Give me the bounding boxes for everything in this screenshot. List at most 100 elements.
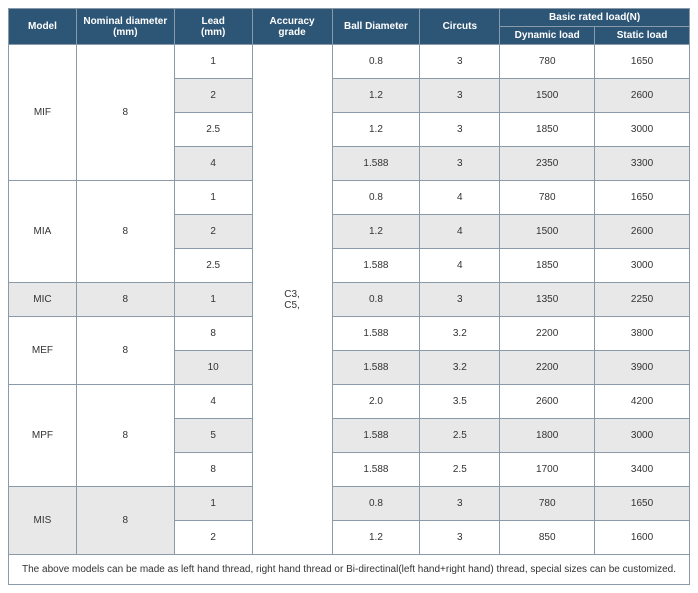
cell-dynamic: 2200 bbox=[500, 317, 595, 351]
cell-dynamic: 850 bbox=[500, 521, 595, 555]
cell-nominal: 8 bbox=[76, 181, 174, 283]
cell-static: 3300 bbox=[595, 147, 690, 181]
th-accuracy: Accuracy grade bbox=[252, 9, 332, 45]
cell-circuits: 2.5 bbox=[420, 419, 500, 453]
cell-circuits: 3 bbox=[420, 147, 500, 181]
cell-ball: 1.588 bbox=[332, 249, 420, 283]
cell-nominal: 8 bbox=[76, 487, 174, 555]
cell-static: 3900 bbox=[595, 351, 690, 385]
cell-lead: 1 bbox=[174, 45, 252, 79]
cell-ball: 0.8 bbox=[332, 181, 420, 215]
cell-static: 1600 bbox=[595, 521, 690, 555]
cell-lead: 2.5 bbox=[174, 113, 252, 147]
cell-dynamic: 1700 bbox=[500, 453, 595, 487]
cell-dynamic: 780 bbox=[500, 181, 595, 215]
cell-lead: 1 bbox=[174, 487, 252, 521]
cell-circuits: 4 bbox=[420, 181, 500, 215]
cell-dynamic: 2200 bbox=[500, 351, 595, 385]
th-ball: Ball Diameter bbox=[332, 9, 420, 45]
cell-static: 3800 bbox=[595, 317, 690, 351]
th-nominal: Nominal diameter (mm) bbox=[76, 9, 174, 45]
cell-circuits: 3 bbox=[420, 45, 500, 79]
cell-model: MPF bbox=[9, 385, 77, 487]
cell-model: MIF bbox=[9, 45, 77, 181]
table-row: MIC81 0.8313502250 bbox=[9, 283, 690, 317]
cell-circuits: 3 bbox=[420, 487, 500, 521]
footer-note: The above models can be made as left han… bbox=[9, 555, 690, 585]
table-row: MIS810.837801650 bbox=[9, 487, 690, 521]
cell-static: 3000 bbox=[595, 113, 690, 147]
cell-lead: 2.5 bbox=[174, 249, 252, 283]
spec-table: Model Nominal diameter (mm) Lead (mm) Ac… bbox=[8, 8, 690, 585]
cell-static: 2600 bbox=[595, 215, 690, 249]
cell-circuits: 4 bbox=[420, 249, 500, 283]
cell-dynamic: 1350 bbox=[500, 283, 595, 317]
cell-lead: 10 bbox=[174, 351, 252, 385]
cell-ball: 1.588 bbox=[332, 147, 420, 181]
cell-lead: 4 bbox=[174, 147, 252, 181]
cell-static: 2600 bbox=[595, 79, 690, 113]
cell-lead: 5 bbox=[174, 419, 252, 453]
cell-dynamic: 780 bbox=[500, 45, 595, 79]
cell-ball: 1.2 bbox=[332, 215, 420, 249]
cell-lead: 8 bbox=[174, 317, 252, 351]
cell-ball: 0.8 bbox=[332, 487, 420, 521]
table-row: MEF881.5883.222003800 bbox=[9, 317, 690, 351]
th-dynamic: Dynamic load bbox=[500, 27, 595, 45]
cell-nominal: 8 bbox=[76, 45, 174, 181]
cell-nominal: 8 bbox=[76, 385, 174, 487]
cell-static: 2250 bbox=[595, 283, 690, 317]
cell-model: MIS bbox=[9, 487, 77, 555]
cell-lead: 2 bbox=[174, 79, 252, 113]
cell-dynamic: 1850 bbox=[500, 113, 595, 147]
cell-model: MEF bbox=[9, 317, 77, 385]
cell-ball: 0.8 bbox=[332, 283, 420, 317]
table-body: MIF81C3, C5,0.83780165021.23150026002.51… bbox=[9, 45, 690, 585]
cell-ball: 1.2 bbox=[332, 521, 420, 555]
cell-accuracy: C3, C5, bbox=[252, 45, 332, 555]
cell-circuits: 3.2 bbox=[420, 351, 500, 385]
th-static: Static load bbox=[595, 27, 690, 45]
cell-nominal: 8 bbox=[76, 283, 174, 317]
cell-ball: 1.2 bbox=[332, 79, 420, 113]
cell-model: MIC bbox=[9, 283, 77, 317]
cell-static: 4200 bbox=[595, 385, 690, 419]
cell-lead: 2 bbox=[174, 521, 252, 555]
cell-nominal: 8 bbox=[76, 317, 174, 385]
cell-ball: 1.588 bbox=[332, 419, 420, 453]
cell-static: 3000 bbox=[595, 249, 690, 283]
cell-lead: 1 bbox=[174, 181, 252, 215]
cell-ball: 0.8 bbox=[332, 45, 420, 79]
cell-dynamic: 2350 bbox=[500, 147, 595, 181]
cell-static: 1650 bbox=[595, 487, 690, 521]
cell-ball: 1.588 bbox=[332, 317, 420, 351]
table-row: MIA810.847801650 bbox=[9, 181, 690, 215]
cell-circuits: 3 bbox=[420, 521, 500, 555]
cell-ball: 1.2 bbox=[332, 113, 420, 147]
cell-dynamic: 1800 bbox=[500, 419, 595, 453]
cell-lead: 8 bbox=[174, 453, 252, 487]
cell-circuits: 3 bbox=[420, 79, 500, 113]
cell-dynamic: 780 bbox=[500, 487, 595, 521]
cell-ball: 2.0 bbox=[332, 385, 420, 419]
th-circuits: Circuts bbox=[420, 9, 500, 45]
cell-circuits: 3.5 bbox=[420, 385, 500, 419]
cell-static: 3000 bbox=[595, 419, 690, 453]
cell-dynamic: 1850 bbox=[500, 249, 595, 283]
th-basic-load: Basic rated load(N) bbox=[500, 9, 690, 27]
cell-ball: 1.588 bbox=[332, 453, 420, 487]
cell-lead: 4 bbox=[174, 385, 252, 419]
th-model: Model bbox=[9, 9, 77, 45]
cell-dynamic: 1500 bbox=[500, 215, 595, 249]
table-row: MPF842.03.526004200 bbox=[9, 385, 690, 419]
cell-lead: 1 bbox=[174, 283, 252, 317]
cell-dynamic: 1500 bbox=[500, 79, 595, 113]
th-lead: Lead (mm) bbox=[174, 9, 252, 45]
cell-lead: 2 bbox=[174, 215, 252, 249]
cell-circuits: 3 bbox=[420, 283, 500, 317]
cell-ball: 1.588 bbox=[332, 351, 420, 385]
cell-static: 1650 bbox=[595, 45, 690, 79]
cell-model: MIA bbox=[9, 181, 77, 283]
cell-static: 1650 bbox=[595, 181, 690, 215]
cell-static: 3400 bbox=[595, 453, 690, 487]
